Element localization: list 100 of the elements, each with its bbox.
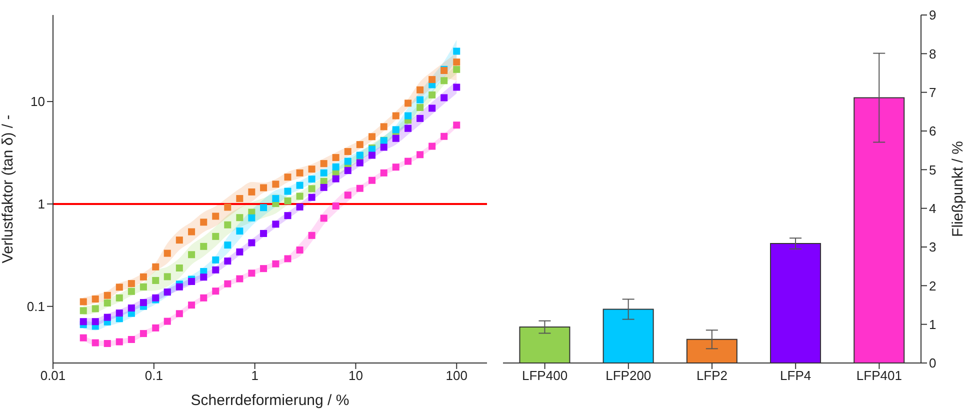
point (164, 250, 171, 257)
point (260, 265, 268, 272)
point (92, 296, 99, 303)
point (296, 203, 304, 210)
point (416, 96, 424, 104)
point (80, 307, 87, 314)
point (392, 112, 400, 120)
point (392, 134, 400, 142)
point (176, 310, 183, 318)
point (416, 104, 424, 111)
x-tick-label: 100 (446, 368, 468, 384)
x-tick-label: 0.01 (40, 368, 66, 384)
point (332, 163, 340, 170)
point (296, 192, 304, 200)
point (296, 169, 304, 176)
x-tick-label: LFP2 (696, 368, 728, 384)
point (92, 305, 99, 312)
y-tick-label: 7 (929, 84, 936, 100)
y-tick-label: 8 (929, 46, 936, 62)
point (428, 104, 436, 112)
point (128, 336, 135, 343)
point (188, 302, 196, 309)
point (453, 66, 460, 73)
point (272, 260, 280, 268)
point (248, 270, 256, 277)
point (404, 100, 412, 107)
x-tick-label: LFP4 (780, 368, 812, 384)
point (248, 188, 256, 196)
point (224, 221, 232, 228)
point (453, 58, 460, 66)
point (440, 94, 448, 102)
point (320, 160, 328, 168)
point (92, 339, 99, 346)
point (296, 182, 304, 189)
point (453, 48, 460, 55)
point (152, 276, 160, 284)
point (416, 114, 424, 122)
point (152, 324, 160, 332)
point (404, 124, 412, 132)
point (200, 294, 208, 302)
y-tick-label: 6 (929, 124, 936, 139)
point (104, 299, 111, 306)
point (236, 248, 244, 256)
y-tick-label: 1 (929, 316, 936, 332)
point (128, 304, 135, 312)
point (176, 283, 183, 290)
point (116, 338, 123, 346)
point (140, 273, 147, 280)
point (380, 144, 388, 151)
point (260, 184, 268, 192)
y-tick-label: 5 (929, 162, 936, 178)
point (236, 195, 244, 202)
point (200, 218, 208, 226)
point (453, 122, 460, 129)
point (140, 330, 147, 338)
point (284, 174, 292, 181)
point (272, 180, 280, 188)
point (140, 299, 147, 306)
point (440, 132, 448, 140)
point (296, 246, 304, 254)
x-tick-label: LFP200 (606, 368, 652, 384)
point (428, 142, 436, 150)
y-tick-label: 10 (30, 94, 45, 110)
x-tick-label: 1 (251, 368, 258, 384)
point (320, 169, 328, 176)
y-tick-label: 4 (929, 200, 936, 216)
point (236, 275, 244, 282)
point (284, 197, 292, 204)
point (344, 192, 352, 199)
y-axis-title: Fließpunkt / % (949, 141, 966, 237)
point (308, 176, 316, 183)
point (224, 242, 232, 249)
point (104, 314, 111, 321)
point (212, 212, 220, 220)
point (92, 318, 99, 326)
y-axis-title: Verlustfaktor (tan δ) / - (0, 114, 16, 264)
point (368, 152, 376, 159)
point (308, 194, 316, 201)
point (164, 273, 171, 280)
point (116, 284, 123, 291)
point (236, 214, 244, 222)
point (212, 266, 220, 274)
point (212, 232, 220, 240)
y-tick-label: 1 (38, 196, 45, 212)
point (224, 204, 232, 211)
point (356, 141, 364, 148)
point (188, 228, 196, 236)
point (248, 239, 256, 246)
point (176, 236, 183, 244)
point (344, 148, 352, 156)
point (416, 86, 424, 94)
x-tick-label: 10 (348, 368, 363, 384)
point (428, 76, 436, 84)
point (284, 212, 292, 220)
point (104, 340, 111, 348)
point (320, 184, 328, 191)
point (212, 256, 220, 264)
point (248, 214, 256, 222)
point (80, 334, 87, 342)
point (164, 318, 171, 325)
